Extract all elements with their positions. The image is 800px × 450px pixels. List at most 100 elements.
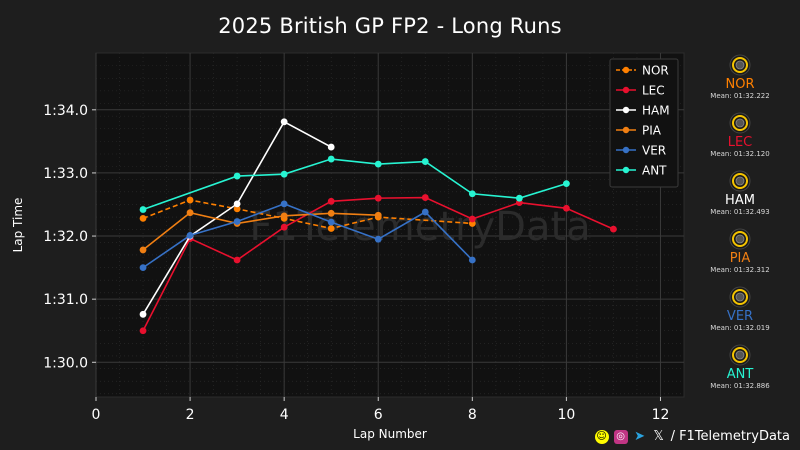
- driver-code: ANT: [726, 367, 754, 382]
- driver-code: VER: [726, 309, 754, 324]
- legend-label-ver: VER: [642, 144, 666, 158]
- data-point-ham: [327, 143, 335, 151]
- data-point-ant: [563, 180, 570, 188]
- footer-handle: / F1TelemetryData: [670, 429, 790, 444]
- legend: NOR LEC HAM PIA VER ANT: [609, 58, 679, 188]
- data-point-ver: [468, 256, 476, 264]
- data-point-ant: [139, 206, 147, 213]
- data-point-pia: [280, 212, 288, 220]
- instagram-icon[interactable]: ◎: [613, 429, 628, 444]
- data-point-ant: [327, 155, 335, 163]
- data-point-ant: [421, 158, 429, 165]
- legend-label-ham: HAM: [642, 104, 670, 118]
- data-point-lec: [327, 197, 335, 205]
- driver-sidebar: NOR Mean: 01:32.222 LEC Mean: 01:32.120 HAM M…: [700, 54, 780, 402]
- driver-card-ver: VER Mean: 01:32.019: [700, 286, 780, 344]
- driver-mean-time: Mean: 01:32.019: [710, 324, 770, 332]
- legend-marker-lec: [622, 86, 630, 94]
- driver-card-pia: PIA Mean: 01:32.312: [700, 228, 780, 286]
- legend-label-ant: ANT: [642, 164, 667, 178]
- x-tick-label: 4: [280, 407, 289, 423]
- data-point-lec: [280, 223, 288, 231]
- driver-mean-time: Mean: 01:32.493: [710, 208, 770, 216]
- y-tick-label: 1:33.0: [43, 166, 88, 182]
- data-point-ver: [327, 218, 335, 226]
- driver-mean-time: Mean: 01:32.312: [710, 266, 770, 274]
- series-line-ver: [142, 202, 473, 269]
- telegram-icon[interactable]: ➤: [634, 428, 646, 444]
- data-point-ver: [186, 232, 194, 239]
- snapchat-icon[interactable]: ☺: [594, 429, 609, 444]
- data-point-ham: [280, 118, 288, 126]
- data-point-pia: [327, 209, 335, 217]
- y-tick-label: 1:32.0: [43, 229, 88, 245]
- series: [139, 118, 617, 335]
- legend-marker-nor: [622, 66, 630, 74]
- x-tick-label: 8: [468, 407, 477, 423]
- driver-card-ham: HAM Mean: 01:32.493: [700, 170, 780, 228]
- data-point-ant: [280, 170, 288, 178]
- tyre-icon: [729, 54, 751, 76]
- data-point-nor: [233, 205, 241, 213]
- y-tick-label: 1:34.0: [43, 103, 88, 119]
- data-point-pia: [374, 211, 382, 219]
- data-point-ver: [139, 264, 147, 272]
- tyre-icon: [729, 170, 751, 192]
- legend-marker-pia: [622, 126, 630, 134]
- tyre-icon: [729, 286, 751, 308]
- data-point-ver: [374, 235, 382, 243]
- driver-mean-time: Mean: 01:32.120: [710, 150, 770, 158]
- plot-background: [95, 52, 685, 398]
- data-point-lec: [468, 215, 476, 223]
- data-point-lec: [139, 327, 147, 335]
- x-tick-label: 12: [652, 407, 670, 423]
- axes: 0 2 4 6 8 10 12 1:30.0 1:31.0 1:32.0 1:33.0 1:34.0: [43, 103, 669, 423]
- data-point-ant: [233, 172, 241, 180]
- y-axis-label: Lap Time: [11, 198, 25, 253]
- driver-card-lec: LEC Mean: 01:32.120: [700, 112, 780, 170]
- chart-title: 2025 British GP FP2 - Long Runs: [218, 14, 562, 38]
- legend-marker-ham: [622, 106, 630, 114]
- data-point-pia: [186, 209, 194, 217]
- driver-mean-time: Mean: 01:32.886: [710, 382, 770, 390]
- x-tick-label: 0: [92, 407, 101, 423]
- driver-mean-time: Mean: 01:32.222: [710, 92, 770, 100]
- data-point-lec: [233, 256, 241, 264]
- x-tick-label: 2: [186, 407, 195, 423]
- data-point-ver: [280, 200, 288, 208]
- data-point-nor: [327, 225, 335, 232]
- footer: ☺ ◎ ➤ 𝕏 / F1TelemetryData: [594, 428, 790, 444]
- legend-marker-ver: [622, 146, 630, 154]
- series-line-pia: [142, 211, 379, 251]
- data-point-lec: [610, 225, 617, 233]
- legend-label-pia: PIA: [642, 124, 662, 138]
- legend-marker-ant: [622, 166, 630, 174]
- data-point-ant: [468, 190, 476, 198]
- data-point-lec: [563, 204, 570, 212]
- data-point-ver: [233, 218, 241, 225]
- data-point-nor: [139, 214, 147, 222]
- x-icon[interactable]: 𝕏: [653, 428, 664, 444]
- data-point-ant: [515, 194, 523, 202]
- driver-code: PIA: [729, 251, 751, 266]
- y-tick-label: 1:31.0: [43, 292, 88, 308]
- x-tick-label: 6: [374, 407, 383, 423]
- data-point-nor: [186, 196, 194, 204]
- data-point-ham: [139, 310, 147, 318]
- driver-card-nor: NOR Mean: 01:32.222: [700, 54, 780, 112]
- driver-code: LEC: [727, 135, 753, 150]
- y-tick-label: 1:30.0: [43, 355, 88, 371]
- x-axis-label: Lap Number: [353, 427, 427, 441]
- legend-label-lec: LEC: [642, 84, 665, 98]
- driver-code: HAM: [725, 193, 755, 208]
- driver-code: NOR: [725, 77, 755, 92]
- tyre-icon: [729, 344, 751, 366]
- data-point-lec: [374, 194, 382, 202]
- tyre-icon: [729, 228, 751, 250]
- driver-card-ant: ANT Mean: 01:32.886: [700, 344, 780, 402]
- data-point-ham: [233, 200, 241, 208]
- data-point-ant: [374, 160, 382, 168]
- tyre-icon: [729, 112, 751, 134]
- data-point-ver: [421, 208, 429, 216]
